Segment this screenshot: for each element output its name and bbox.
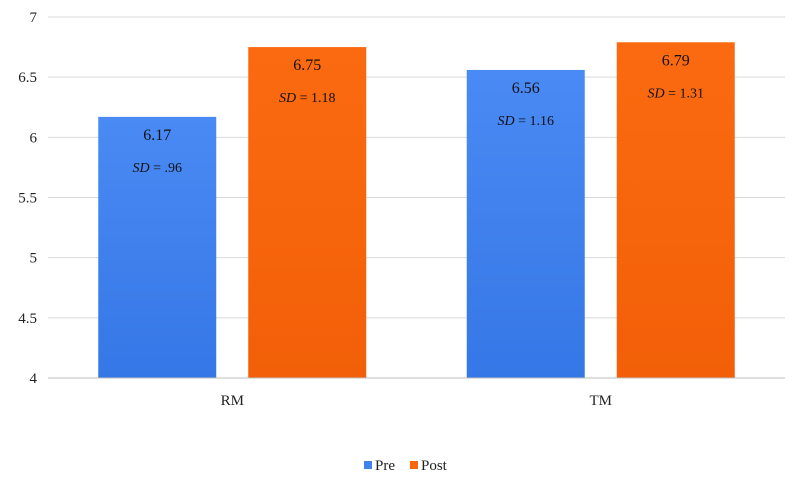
data-label: 6.75	[293, 57, 321, 74]
bar-pre-rm	[98, 116, 217, 379]
y-tick-label: 5.5	[18, 191, 37, 207]
sd-value: = 1.16	[515, 114, 554, 129]
bar-post-tm	[616, 42, 735, 379]
y-tick-label: 5	[30, 251, 38, 267]
sd-value: = .96	[150, 161, 182, 176]
sd-prefix: SD	[497, 114, 514, 129]
sd-value: = 1.18	[296, 91, 335, 106]
x-tick-label: RM	[221, 393, 244, 409]
sd-prefix: SD	[279, 91, 296, 106]
legend-label-pre: Pre	[375, 458, 395, 474]
sd-prefix: SD	[647, 86, 664, 101]
y-tick-label: 4	[30, 371, 38, 387]
data-label: 6.56	[512, 80, 540, 97]
bar-post-rm	[248, 47, 367, 378]
y-axis: 4 4.5 5 5.5 6 6.5 7	[18, 10, 37, 387]
sd-label: SD = 1.18	[279, 91, 336, 106]
legend-label-post: Post	[421, 458, 448, 474]
y-tick-label: 7	[30, 10, 38, 26]
sd-label: SD = .96	[132, 161, 182, 176]
data-label: 6.17	[143, 127, 171, 144]
bar-pre-tm	[466, 69, 585, 379]
data-label: 6.79	[662, 52, 690, 69]
legend: Pre Post	[364, 458, 448, 474]
sd-value: = 1.31	[665, 86, 704, 101]
sd-label: SD = 1.31	[647, 86, 704, 101]
legend-swatch-post	[410, 461, 418, 469]
bars: 6.17 SD = .96 6.75 SD = 1.18 6.56 SD = 1.16 6.…	[98, 42, 735, 379]
x-axis: RM TM	[48, 377, 785, 409]
legend-swatch-pre	[364, 461, 372, 469]
sd-label: SD = 1.16	[497, 114, 554, 129]
y-tick-label: 6.5	[18, 70, 37, 86]
sd-prefix: SD	[132, 161, 149, 176]
y-tick-label: 4.5	[18, 311, 37, 327]
x-tick-label: TM	[590, 393, 613, 409]
y-tick-label: 6	[30, 130, 38, 146]
